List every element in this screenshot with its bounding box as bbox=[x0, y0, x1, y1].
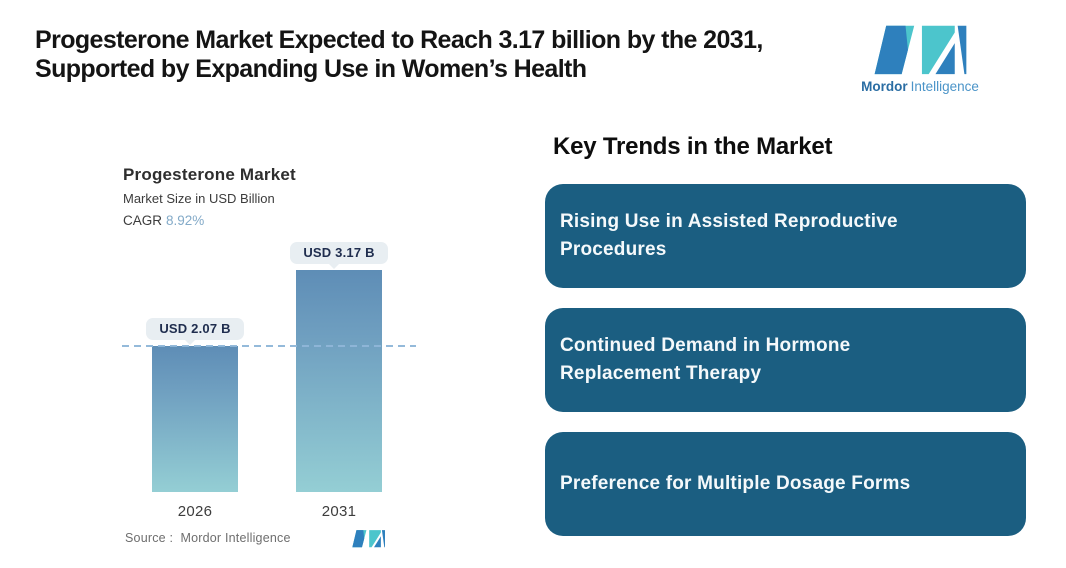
year-label-2031: 2031 bbox=[321, 503, 357, 520]
source-label: Source : Mordor Intelligence bbox=[125, 531, 291, 545]
target-dash-line bbox=[122, 345, 416, 347]
trend-card-hormone-replacement: Continued Demand in Hormone Replacement … bbox=[545, 308, 1026, 412]
brand-wordmark: Mordor Intelligence bbox=[861, 79, 979, 94]
source-logo-icon bbox=[352, 530, 385, 548]
brand-name-light: Intelligence bbox=[910, 79, 979, 94]
chart-cagr: CAGR 8.92% bbox=[123, 213, 296, 228]
mordor-logo-icon bbox=[874, 25, 967, 75]
page-title: Progesterone Market Expected to Reach 3.… bbox=[35, 26, 865, 84]
chart-title: Progesterone Market bbox=[123, 165, 296, 184]
chart-header: Progesterone Market Market Size in USD B… bbox=[123, 165, 296, 228]
chart-source-row: Source : Mordor Intelligence bbox=[125, 526, 385, 550]
value-badge-2026: USD 2.07 B bbox=[146, 318, 244, 340]
trend-card-assisted-reproductive: Rising Use in Assisted Reproductive Proc… bbox=[545, 184, 1026, 288]
brand-name-bold: Mordor bbox=[861, 79, 908, 94]
trend-card-dosage-forms: Preference for Multiple Dosage Forms bbox=[545, 432, 1026, 536]
page-title-line2: Supported by Expanding Use in Women’s He… bbox=[35, 55, 587, 83]
year-label-2026: 2026 bbox=[177, 503, 213, 520]
badge-pointer-icon bbox=[184, 339, 196, 345]
plot-area: USD 2.07 B 2026 USD 3.17 B 2031 bbox=[120, 242, 420, 520]
cagr-label: CAGR bbox=[123, 213, 163, 228]
bar-2026 bbox=[152, 346, 238, 492]
bar-2031 bbox=[296, 270, 382, 493]
trend-card-label: Rising Use in Assisted Reproductive Proc… bbox=[560, 211, 898, 260]
cagr-value: 8.92% bbox=[166, 213, 205, 228]
bar-group-2026: USD 2.07 B 2026 bbox=[146, 242, 244, 520]
trends-heading: Key Trends in the Market bbox=[553, 133, 833, 160]
page-title-line1: Progesterone Market Expected to Reach 3.… bbox=[35, 26, 763, 54]
badge-pointer-icon bbox=[328, 263, 340, 269]
value-badge-2031: USD 3.17 B bbox=[290, 242, 388, 264]
trend-card-label: Preference for Multiple Dosage Forms bbox=[560, 473, 911, 494]
trend-card-label: Continued Demand in Hormone Replacement … bbox=[560, 335, 851, 384]
chart-subtitle: Market Size in USD Billion bbox=[123, 191, 275, 206]
bar-group-2031: USD 3.17 B 2031 bbox=[290, 242, 388, 520]
mordor-logo: Mordor Intelligence bbox=[861, 20, 979, 94]
